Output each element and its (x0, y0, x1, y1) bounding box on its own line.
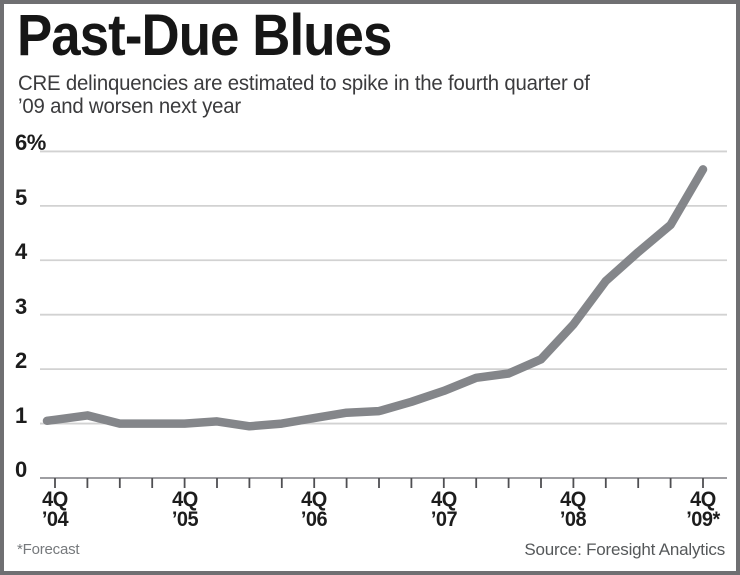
x-axis-label-quarter: 4Q (171, 488, 198, 511)
page-title: Past-Due Blues (17, 3, 392, 68)
x-axis-label-year: ’06 (301, 508, 328, 531)
x-axis-label-09: 4Q ’09* (657, 488, 740, 531)
x-axis-label-year: ’08 (560, 508, 587, 531)
x-axis-label-year: ’07 (430, 508, 458, 531)
x-axis-label-04: 4Q ’04 (9, 488, 100, 531)
x-axis-label-year: ’09* (686, 508, 720, 531)
y-axis-label-2: 2 (15, 348, 27, 374)
chart-subtitle-line-2: ’09 and worsen next year (18, 95, 241, 118)
x-axis-label-quarter: 4Q (430, 488, 457, 511)
delinquency-rate-line (42, 165, 708, 431)
x-axis-label-quarter: 4Q (301, 488, 328, 511)
y-axis-label-5: 5 (15, 184, 27, 210)
y-axis-label-0: 0 (15, 457, 27, 482)
chart-subtitle: CRE delinquencies are estimated to spike… (18, 72, 590, 118)
x-axis-label-08: 4Q ’08 (528, 488, 619, 531)
x-axis-label-quarter: 4Q (560, 488, 587, 511)
x-axis-label-year: ’05 (171, 508, 198, 531)
source-credit: Source: Foresight Analytics (524, 540, 725, 559)
forecast-footnote: *Forecast (17, 541, 80, 558)
y-axis-label-3: 3 (15, 293, 27, 319)
y-axis-label-4: 4 (15, 239, 27, 265)
y-axis-label-6%: 6% (15, 130, 46, 156)
x-axis-label-year: ’04 (41, 508, 69, 531)
x-axis-label-quarter: 4Q (690, 488, 716, 511)
x-axis-label-06: 4Q ’06 (269, 488, 360, 531)
x-axis-label-05: 4Q ’05 (139, 488, 230, 531)
x-axis-label-quarter: 4Q (42, 488, 68, 511)
y-axis-label-1: 1 (15, 402, 27, 428)
chart-subtitle-line-1: CRE delinquencies are estimated to spike… (18, 72, 590, 95)
x-axis-label-07: 4Q ’07 (398, 488, 489, 531)
